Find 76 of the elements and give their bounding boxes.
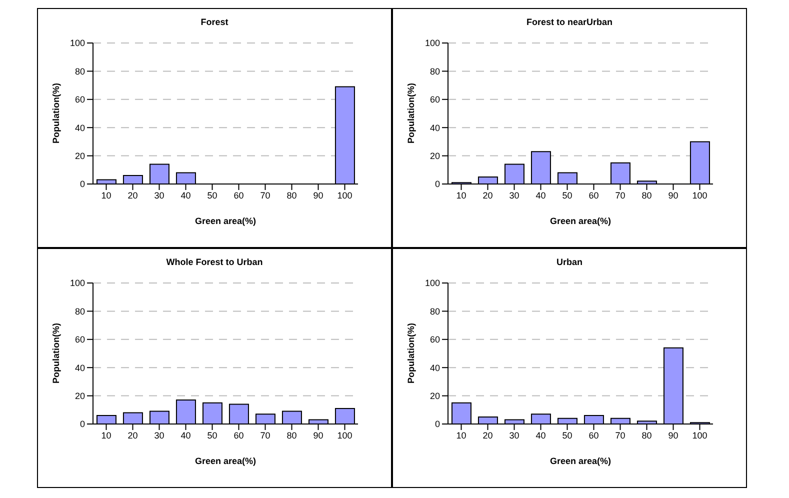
x-tick-label: 10 — [456, 430, 466, 440]
x-tick-label: 60 — [234, 190, 244, 200]
x-tick-label: 30 — [509, 190, 520, 200]
x-tick-label: 80 — [286, 190, 297, 200]
y-tick-label: 60 — [74, 334, 85, 345]
x-axis-title: Green area(%) — [194, 216, 256, 226]
x-tick-label: 50 — [207, 430, 218, 440]
x-tick-label: 40 — [536, 430, 546, 440]
y-tick-label: 0 — [80, 179, 85, 190]
y-tick-label: 40 — [74, 362, 85, 373]
x-tick-label: 100 — [337, 430, 352, 440]
y-tick-label: 20 — [430, 150, 440, 161]
x-tick-label: 40 — [536, 190, 546, 200]
y-axis-title: Population(%) — [406, 83, 416, 144]
x-tick-label: 30 — [509, 430, 520, 440]
x-tick-label: 20 — [128, 430, 138, 440]
y-tick-label: 100 — [70, 278, 85, 288]
y-tick-label: 80 — [430, 66, 440, 76]
y-tick-label: 100 — [70, 38, 85, 48]
y-tick-label: 60 — [430, 334, 440, 345]
x-axis-title: Green area(%) — [550, 216, 612, 226]
x-tick-label: 10 — [101, 430, 112, 440]
y-tick-label: 20 — [74, 150, 85, 161]
x-tick-label: 50 — [207, 190, 218, 200]
y-tick-label: 60 — [74, 94, 85, 105]
x-tick-label: 60 — [588, 430, 599, 440]
x-tick-label: 60 — [234, 430, 244, 440]
x-tick-label: 100 — [337, 190, 352, 200]
x-tick-label: 70 — [260, 430, 270, 440]
y-axis-title: Population(%) — [51, 83, 62, 144]
x-tick-label: 40 — [180, 430, 191, 440]
x-tick-label: 90 — [313, 430, 324, 440]
y-axis-title: Population(%) — [51, 323, 62, 384]
chart-title: Forest — [200, 17, 230, 27]
x-tick-label: 10 — [101, 190, 112, 200]
x-tick-label: 30 — [154, 190, 164, 200]
x-tick-label: 50 — [562, 190, 572, 200]
x-tick-label: 60 — [588, 190, 599, 200]
x-tick-label: 30 — [154, 430, 164, 440]
y-tick-label: 80 — [74, 66, 85, 76]
y-tick-label: 40 — [430, 122, 440, 133]
y-tick-label: 40 — [430, 362, 440, 373]
x-tick-label: 40 — [180, 190, 191, 200]
x-axis-title: Green area(%) — [194, 456, 256, 466]
y-tick-label: 80 — [74, 306, 85, 316]
x-tick-label: 80 — [642, 430, 652, 440]
chart-title: Forest to nearUrban — [525, 17, 614, 27]
y-tick-label: 40 — [74, 122, 85, 133]
x-tick-label: 70 — [260, 190, 270, 200]
x-tick-label: 70 — [615, 430, 626, 440]
y-tick-label: 0 — [434, 179, 440, 190]
x-axis-title: Green area(%) — [550, 456, 612, 466]
x-tick-label: 80 — [642, 190, 652, 200]
x-tick-label: 90 — [313, 190, 324, 200]
x-tick-label: 50 — [562, 430, 572, 440]
x-tick-label: 80 — [286, 430, 297, 440]
y-tick-label: 60 — [430, 94, 440, 105]
x-tick-label: 10 — [456, 190, 466, 200]
y-tick-label: 20 — [430, 390, 440, 401]
x-tick-label: 70 — [615, 190, 626, 200]
y-tick-label: 0 — [434, 419, 440, 430]
x-tick-label: 100 — [692, 190, 708, 200]
x-tick-label: 100 — [692, 430, 708, 440]
y-tick-label: 20 — [74, 390, 85, 401]
x-tick-label: 90 — [668, 190, 678, 200]
x-tick-label: 90 — [668, 430, 678, 440]
y-tick-label: 100 — [424, 278, 440, 288]
y-tick-label: 100 — [424, 38, 440, 48]
x-tick-label: 20 — [482, 190, 493, 200]
chart-title: Urban — [555, 257, 584, 267]
y-tick-label: 0 — [80, 419, 85, 430]
chart-title: Whole Forest to Urban — [165, 257, 264, 267]
y-axis-title: Population(%) — [406, 323, 416, 384]
x-tick-label: 20 — [128, 190, 138, 200]
y-tick-label: 80 — [430, 306, 440, 316]
x-tick-label: 20 — [482, 430, 493, 440]
